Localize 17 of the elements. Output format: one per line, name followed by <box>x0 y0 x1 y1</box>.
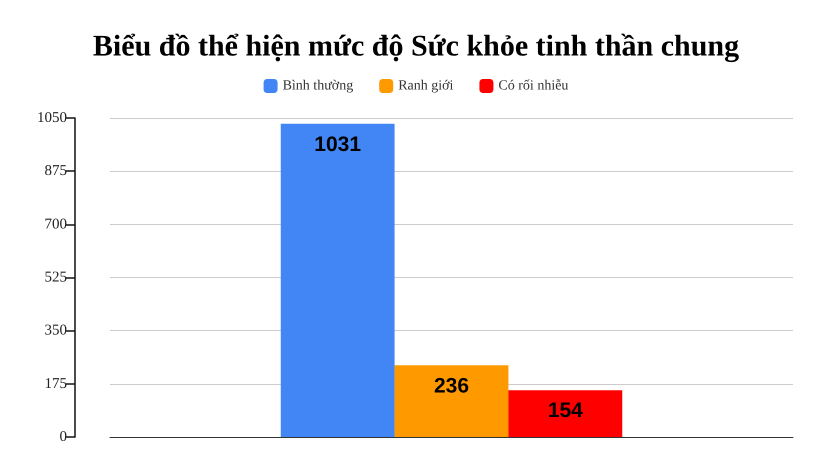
y-tick-label: 1050 <box>37 110 67 126</box>
chart-title: Biểu đồ thể hiện mức độ Sức khỏe tinh thần chung <box>92 30 740 62</box>
data-label: 1031 <box>314 132 362 156</box>
bar <box>508 390 622 437</box>
legend-label: Bình thường <box>282 78 354 94</box>
y-tick-label: 350 <box>44 322 67 339</box>
data-label: 154 <box>548 399 584 422</box>
data-label: 236 <box>434 374 470 398</box>
y-tick-label: 875 <box>44 163 67 180</box>
bar <box>394 365 508 437</box>
y-tick-label: 0 <box>60 429 67 445</box>
legend-label: Có rối nhiễu <box>498 78 568 94</box>
y-tick-label: 525 <box>44 270 67 286</box>
y-tick-label: 700 <box>44 216 67 232</box>
legend-label: Ranh giới <box>398 78 454 94</box>
y-tick-label: 175 <box>44 376 67 392</box>
bar <box>280 124 395 437</box>
